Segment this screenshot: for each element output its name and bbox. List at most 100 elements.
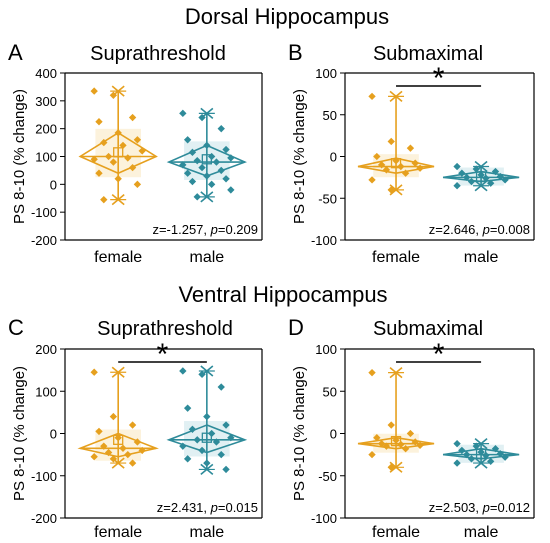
y-tick-label: -50	[318, 469, 337, 484]
iqr-diamond	[77, 432, 159, 458]
data-point	[183, 136, 192, 144]
data-point	[95, 427, 103, 436]
data-point	[392, 156, 400, 165]
data-point	[373, 434, 381, 442]
data-point	[198, 113, 206, 122]
panel-B: B Submaximal -100 -50 0 50 100 PS 8-10 (% chang…	[288, 40, 535, 266]
y-tick-label: -50	[318, 191, 337, 206]
data-point	[198, 446, 206, 455]
data-point	[128, 163, 137, 172]
data-point	[104, 152, 113, 161]
section-title-dorsal: Dorsal Hippocampus	[185, 4, 389, 29]
y-tick-label: 50	[323, 384, 337, 399]
stat-z: z=2.431,	[157, 500, 211, 515]
data-point	[217, 166, 225, 175]
data-point	[124, 154, 132, 162]
data-point	[95, 118, 103, 126]
data-point	[382, 442, 391, 450]
data-point	[100, 138, 108, 147]
section-title-ventral: Ventral Hippocampus	[178, 282, 387, 307]
panel-title: Submaximal	[373, 43, 483, 65]
group-male	[442, 438, 520, 469]
data-point	[193, 193, 201, 201]
group-female	[357, 90, 435, 196]
data-point	[406, 429, 415, 438]
y-tick-label: 100	[35, 384, 57, 399]
mean-marker	[113, 147, 124, 158]
stat-p-value: =0.008	[490, 222, 530, 237]
data-point	[458, 446, 466, 455]
stat-p-label: p	[210, 222, 218, 237]
data-point	[119, 444, 127, 452]
panel-D: D Submaximal -100 -50 0 50 100 PS 8-10 (% chang…	[288, 315, 535, 541]
data-point	[401, 445, 410, 453]
data-point	[416, 164, 424, 172]
data-point	[128, 421, 137, 429]
group-male	[166, 107, 247, 203]
x-tick-label-female: female	[372, 524, 420, 541]
data-point	[193, 156, 201, 165]
data-point	[212, 438, 221, 446]
x-tick-label-female: female	[372, 249, 420, 266]
data-point	[397, 440, 405, 449]
data-point	[387, 421, 395, 429]
stat-p-label: p	[482, 222, 490, 237]
data-point	[491, 445, 500, 453]
data-point	[368, 450, 376, 459]
stat-z: z=2.503,	[429, 500, 483, 515]
x-tick-label-male: male	[189, 249, 224, 266]
data-point	[491, 167, 500, 176]
data-point	[179, 442, 187, 450]
data-point	[222, 465, 230, 474]
iqr-diamond	[357, 157, 435, 175]
data-point	[138, 147, 146, 155]
data-point	[501, 453, 509, 461]
data-point	[207, 152, 216, 161]
data-point	[109, 455, 118, 463]
stat-p-value: =0.209	[218, 222, 258, 237]
y-tick-label: 0	[330, 427, 337, 442]
data-point	[227, 154, 235, 162]
stat-z: z=2.646,	[429, 222, 483, 237]
data-point	[198, 163, 206, 172]
stat-text: z=-1.257, p=0.209	[152, 222, 258, 237]
group-female	[78, 85, 158, 206]
data-point	[203, 459, 211, 467]
panel-title: Suprathreshold	[90, 43, 226, 65]
data-point	[193, 436, 201, 444]
data-point	[477, 448, 485, 456]
x-tick-label-male: male	[189, 524, 224, 541]
x-tick-label-female: female	[94, 524, 142, 541]
data-point	[482, 174, 490, 182]
stat-p-value: =0.012	[490, 500, 530, 515]
significance-star: *	[433, 62, 445, 95]
data-point	[183, 404, 192, 412]
y-axis-label: PS 8-10 (% change)	[11, 366, 28, 501]
stat-text: z=2.431, p=0.015	[157, 500, 258, 515]
panel-letter: A	[8, 40, 23, 65]
group-female	[77, 366, 159, 469]
iqr-diamond	[357, 436, 435, 450]
data-point	[463, 450, 471, 459]
data-point	[138, 446, 146, 455]
stat-p-label: p	[482, 500, 490, 515]
data-point	[119, 141, 127, 150]
y-tick-label: 0	[50, 177, 57, 192]
data-point	[463, 173, 471, 182]
data-point	[128, 113, 137, 122]
data-point	[377, 161, 386, 169]
y-tick-label: -100	[31, 205, 57, 220]
data-point	[222, 421, 230, 429]
data-point	[198, 370, 206, 379]
data-point	[467, 455, 476, 463]
data-point	[472, 442, 480, 450]
y-tick-label: -100	[311, 233, 337, 248]
data-point	[128, 459, 137, 467]
stat-text: z=2.646, p=0.008	[429, 222, 530, 237]
data-point	[368, 92, 376, 101]
data-point	[133, 136, 142, 144]
x-tick-label-male: male	[464, 524, 499, 541]
data-point	[487, 179, 495, 187]
y-tick-label: 100	[315, 342, 337, 357]
